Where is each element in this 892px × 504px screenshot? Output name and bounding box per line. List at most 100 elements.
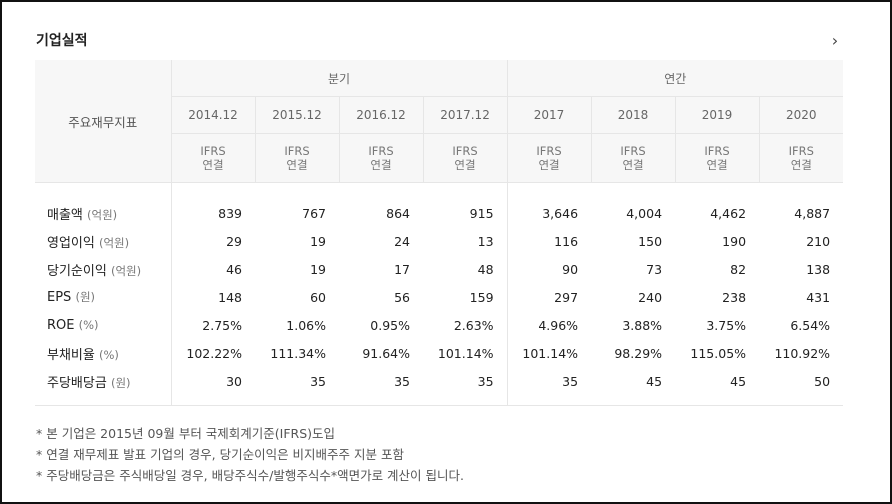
value-cell: 29	[170, 227, 255, 255]
period-header-row: 2014.12 2015.12 2016.12 2017.12 2017 2018 2019…	[35, 96, 844, 134]
value-cell: 13	[477, 233, 494, 249]
value-cell: 56	[394, 289, 410, 305]
section-title: 기업실적	[36, 33, 88, 49]
value-cell: 90	[506, 255, 592, 283]
row-label: 매출액 (억원)	[35, 183, 171, 228]
metric-name: 부채비율	[47, 347, 95, 363]
value-cell: 839	[170, 182, 255, 227]
basis-header: IFRS 연결	[758, 133, 844, 183]
value-cell: 35	[339, 367, 423, 406]
corner-label: 주요재무지표	[35, 60, 171, 183]
basis-header: IFRS 연결	[674, 133, 760, 183]
basis-header: IFRS 연결	[254, 133, 339, 183]
value-cell: 2.75%	[170, 311, 255, 339]
basis-line-ifrs: IFRS	[620, 144, 646, 158]
value-cell: 240	[638, 289, 663, 305]
value-cell: 6.54%	[790, 317, 831, 333]
period-header: 2017	[506, 96, 592, 134]
basis-line-ifrs: IFRS	[284, 144, 310, 158]
basis-line-consolidated: 연결	[370, 158, 392, 172]
value-cell: 35	[506, 367, 592, 406]
value-cell: 150	[638, 233, 663, 249]
value-cell: 864	[386, 205, 410, 221]
value-cell: 45	[591, 367, 676, 406]
value-cell: 138	[806, 261, 831, 277]
value-cell: 238	[722, 289, 747, 305]
value-cell: 116	[506, 227, 592, 255]
section-header: 기업실적 ›	[36, 30, 844, 54]
basis-line-ifrs: IFRS	[536, 144, 562, 158]
table-row: 영업이익 (억원) 29 19 24 13 116 150 190 210	[35, 227, 843, 255]
row-label: ROE (%)	[35, 311, 171, 339]
footnote-line: * 본 기업은 2015년 09월 부터 국제회계기준(IFRS)도입	[36, 426, 336, 441]
metric-name: 영업이익	[47, 235, 95, 251]
basis-header: IFRS 연결	[338, 133, 423, 183]
period-header: 2015.12	[254, 96, 339, 134]
basis-line-ifrs: IFRS	[200, 144, 226, 158]
footnote-line: * 주당배당금은 주식배당일 경우, 배당주식수/발행주식수*액면가로 계산이 …	[36, 468, 464, 483]
value-cell: 35	[423, 367, 508, 406]
metric-unit: (억원)	[98, 235, 130, 250]
value-cell: 19	[310, 261, 326, 277]
metric-unit: (%)	[78, 317, 99, 332]
metric-unit: (억원)	[87, 207, 118, 222]
metric-name: 당기순이익	[47, 263, 107, 279]
value-cell: 48	[477, 261, 494, 277]
basis-line-consolidated: 연결	[790, 158, 812, 172]
value-cell: 82	[730, 261, 747, 277]
value-cell: 915	[469, 205, 494, 221]
metric-name: 주당배당금	[47, 375, 107, 391]
basis-line-consolidated: 연결	[454, 158, 476, 172]
basis-header: IFRS 연결	[590, 133, 676, 183]
value-cell: 45	[675, 367, 760, 406]
metric-name: 매출액	[47, 207, 83, 223]
basis-header: IFRS 연결	[170, 133, 255, 183]
basis-line-ifrs: IFRS	[704, 144, 730, 158]
period-header: 2017.12	[422, 96, 508, 134]
value-cell: 60	[310, 289, 326, 305]
value-cell: 210	[806, 233, 831, 249]
basis-line-consolidated: 연결	[622, 158, 644, 172]
period-header: 2020	[758, 96, 844, 134]
metric-unit: (원)	[110, 375, 131, 390]
value-cell: 3.75%	[706, 317, 747, 333]
row-label: EPS (원)	[35, 283, 171, 311]
value-cell: 148	[170, 283, 255, 311]
table-row: 매출액 (억원) 839 767 864 915 3,646 4,004 4,462 4,887	[35, 182, 843, 228]
value-cell: 19	[310, 233, 326, 249]
table-row: EPS (원) 148 60 56 159 297 240 238 431	[35, 283, 843, 311]
period-header: 2016.12	[338, 96, 423, 134]
value-cell: 0.95%	[370, 317, 410, 333]
metric-unit: (원)	[75, 290, 96, 304]
value-cell: 98.29%	[614, 345, 663, 361]
basis-line-consolidated: 연결	[286, 158, 308, 172]
value-cell: 101.14%	[437, 345, 494, 361]
table-row: 부채비율 (%) 102.22% 111.34% 91.64% 101.14% 101.1…	[35, 339, 843, 367]
period-header: 2019	[674, 96, 760, 134]
basis-line-ifrs: IFRS	[368, 144, 394, 158]
metric-name: EPS	[47, 290, 72, 305]
row-label: 부채비율 (%)	[35, 339, 171, 367]
value-cell: 35	[255, 367, 339, 406]
value-cell: 73	[646, 261, 663, 277]
metric-unit: (%)	[98, 347, 119, 362]
value-cell: 159	[469, 289, 494, 305]
metric-name: ROE	[47, 317, 75, 333]
group-quarterly: 분기	[170, 60, 508, 97]
value-cell: 297	[506, 283, 592, 311]
value-cell: 767	[302, 205, 326, 221]
value-cell: 46	[170, 255, 255, 283]
footnotes: * 본 기업은 2015년 09월 부터 국제회계기준(IFRS)도입 * 연결 …	[36, 423, 844, 486]
value-cell: 50	[759, 367, 844, 406]
value-cell: 4,462	[710, 205, 747, 221]
group-annual: 연간	[506, 60, 844, 97]
basis-line-consolidated: 연결	[538, 158, 560, 172]
metric-unit: (억원)	[110, 263, 142, 278]
table-row: ROE (%) 2.75% 1.06% 0.95% 2.63% 4.96% 3.88% 3.7…	[35, 311, 843, 339]
value-cell: 1.06%	[286, 317, 326, 333]
table-row: 당기순이익 (억원) 46 19 17 48 90 73 82 138	[35, 255, 843, 283]
more-chevron-icon[interactable]: ›	[831, 31, 839, 50]
basis-line-consolidated: 연결	[202, 158, 224, 172]
basis-line-consolidated: 연결	[706, 158, 728, 172]
